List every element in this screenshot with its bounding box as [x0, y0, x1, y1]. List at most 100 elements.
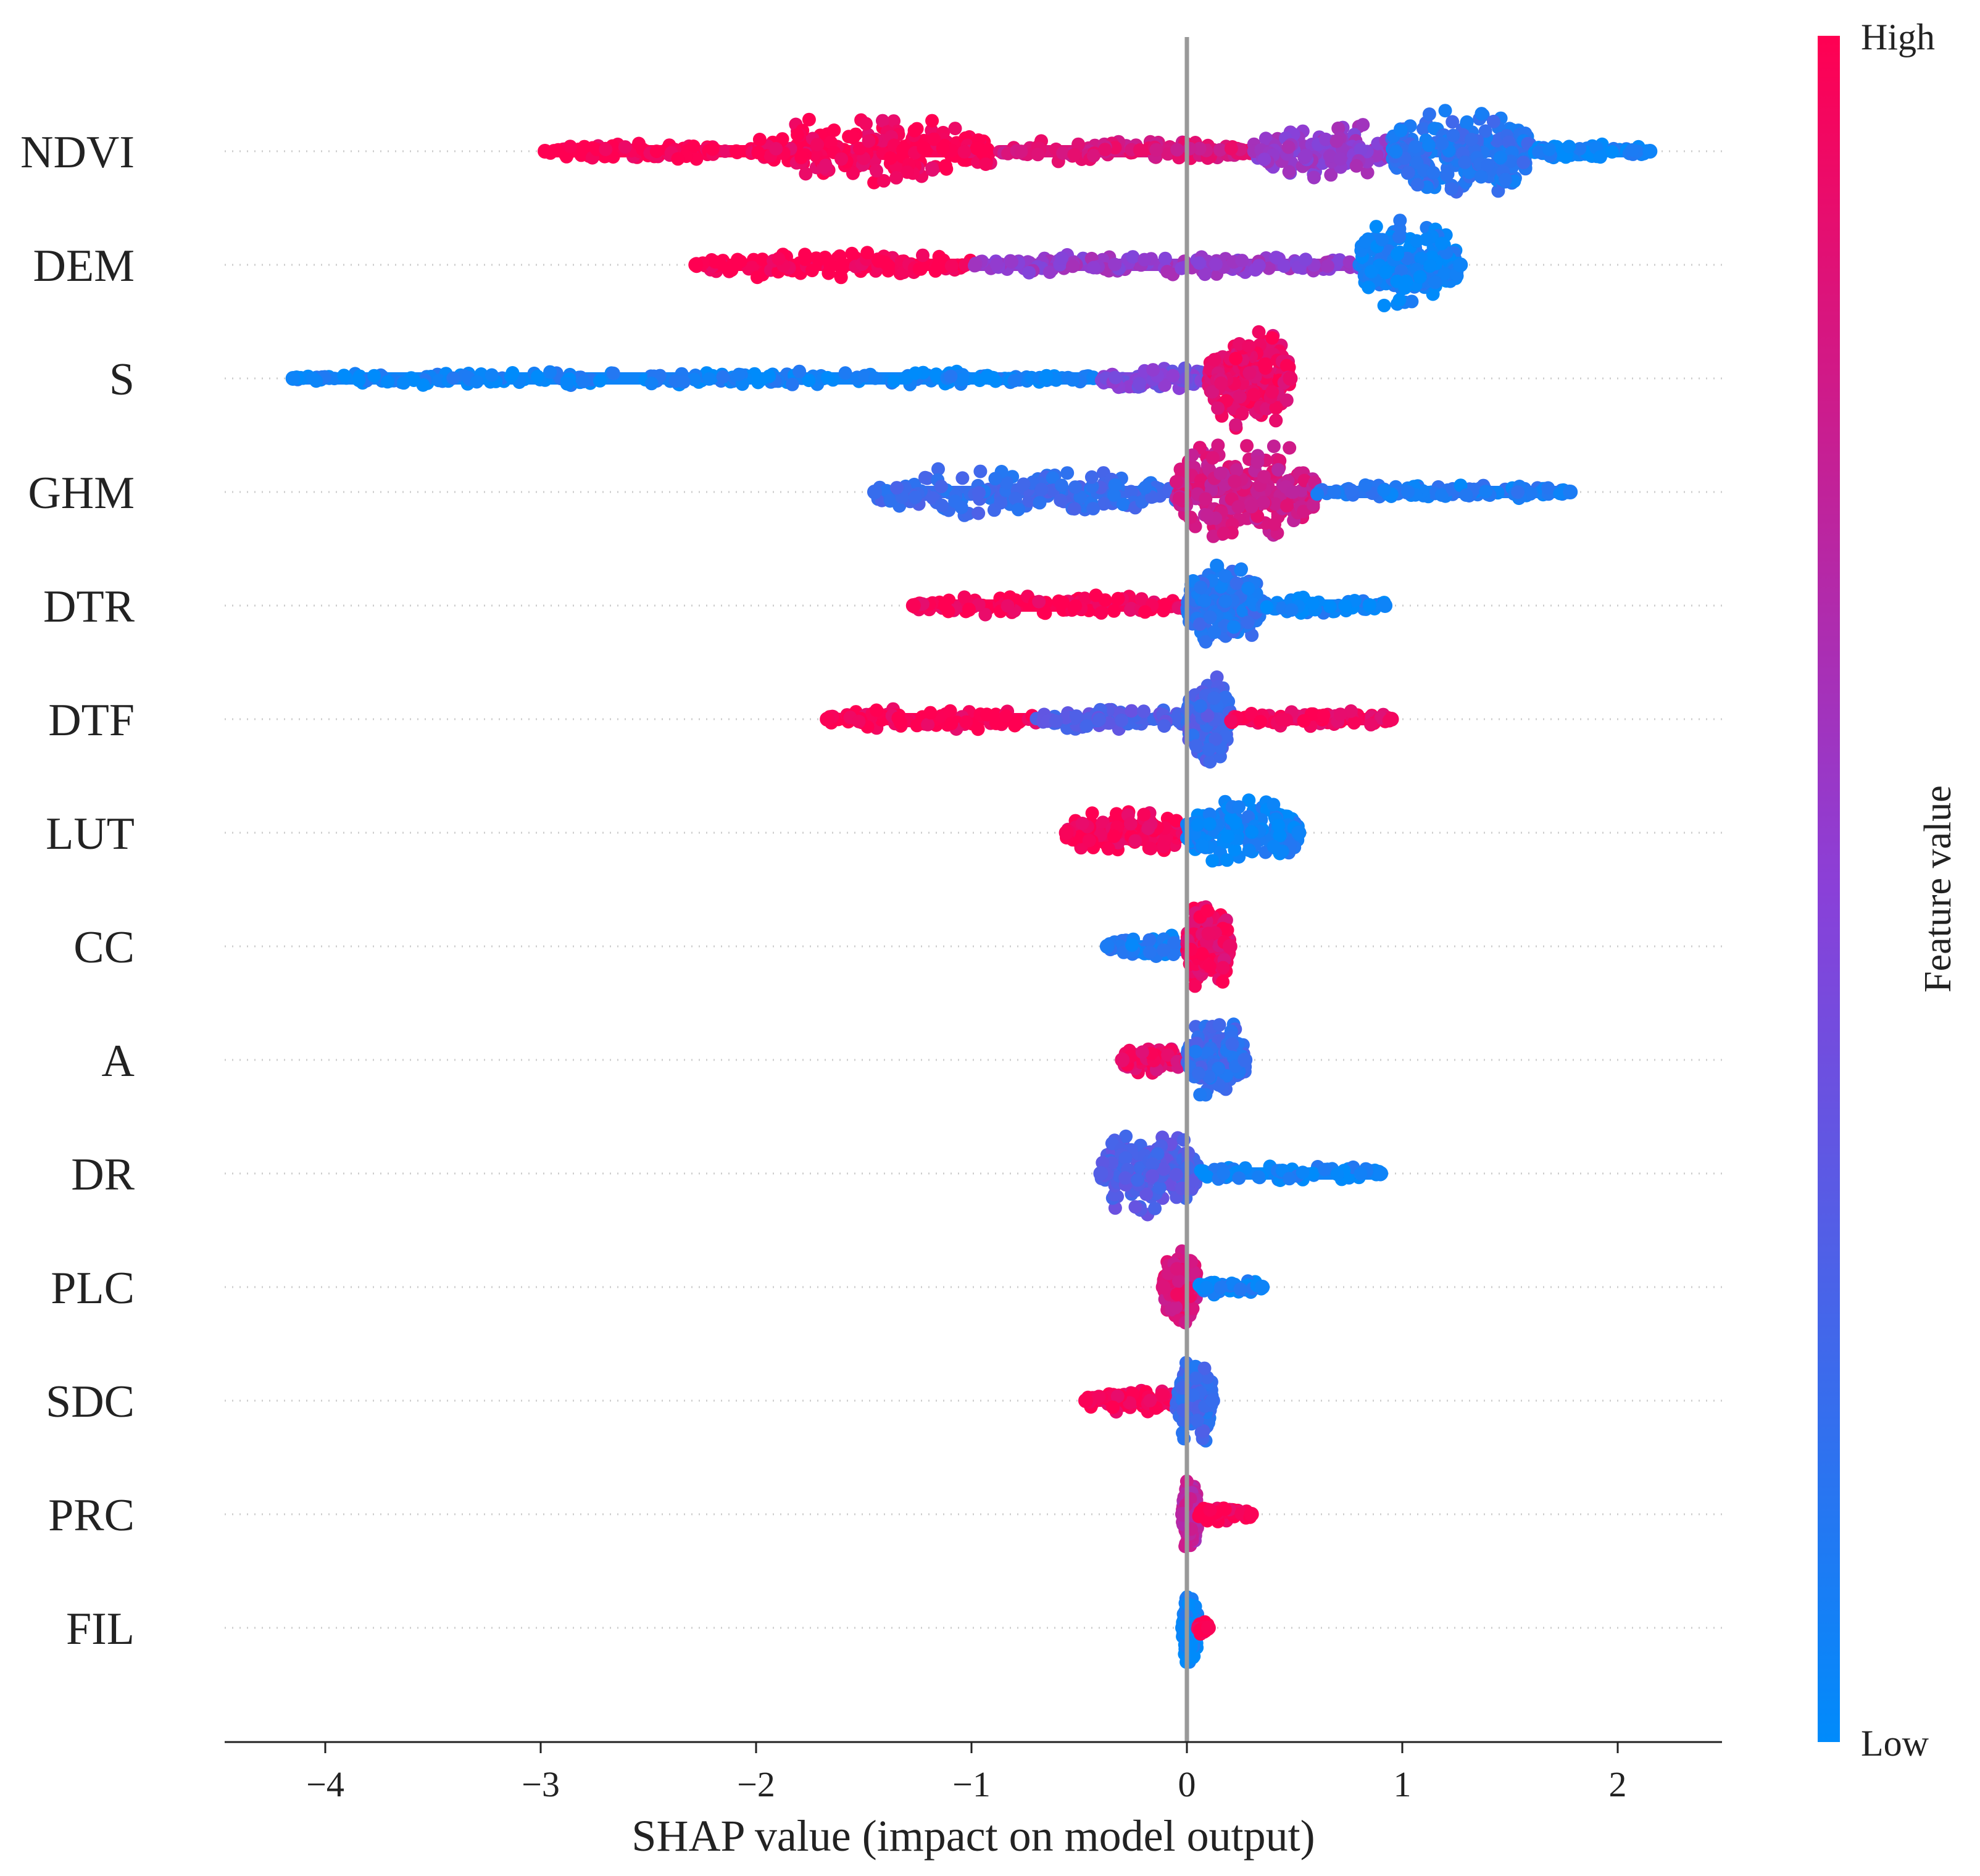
- shap-point: [1082, 833, 1096, 848]
- shap-point: [1435, 136, 1449, 151]
- shap-point: [1437, 267, 1452, 281]
- shap-point: [1245, 825, 1259, 839]
- shap-point: [1423, 259, 1437, 273]
- shap-point: [802, 373, 816, 388]
- shap-point: [1195, 1165, 1209, 1179]
- shap-point: [1049, 714, 1063, 728]
- shap-point: [1228, 474, 1242, 488]
- shap-point: [1118, 1171, 1133, 1185]
- shap-point-min-dr: [1093, 1166, 1109, 1181]
- beeswarm-fil: [1175, 1590, 1216, 1669]
- shap-point: [1281, 140, 1296, 154]
- shap-point: [606, 366, 620, 380]
- shap-point: [1459, 488, 1473, 502]
- shap-point: [916, 248, 930, 262]
- swarm-segment-cc-0: [1101, 928, 1194, 963]
- shap-point: [846, 131, 860, 145]
- beeswarm-cc: [1099, 900, 1238, 993]
- shap-point: [1393, 214, 1407, 228]
- shap-point-min-s: [285, 371, 301, 386]
- shap-point: [1224, 714, 1238, 728]
- shap-point: [994, 496, 1008, 510]
- shap-point: [1206, 451, 1220, 465]
- shap-point: [560, 377, 574, 391]
- shap-point: [1141, 822, 1155, 835]
- shap-point: [881, 259, 896, 273]
- shap-point: [1282, 165, 1296, 179]
- shap-point: [1523, 486, 1537, 501]
- shap-point: [1310, 487, 1325, 501]
- shap-point: [1107, 829, 1121, 843]
- shap-point: [918, 470, 932, 485]
- shap-point: [1200, 508, 1214, 522]
- swarm-segment-ghm-0: [868, 462, 1183, 522]
- shap-point: [1202, 743, 1216, 757]
- shap-point: [1416, 122, 1430, 136]
- shap-point-max-dr: [1373, 1166, 1389, 1181]
- shap-point: [1157, 840, 1171, 854]
- shap-point: [1338, 599, 1352, 612]
- shap-point: [889, 170, 904, 185]
- shap-point: [1138, 480, 1152, 494]
- shap-point: [957, 590, 971, 604]
- shap-point: [999, 709, 1013, 723]
- shap-point: [306, 371, 320, 385]
- shap-point: [1362, 280, 1376, 294]
- shap-point: [716, 370, 730, 384]
- swarm-segment-ndvi-5: [1528, 137, 1654, 165]
- shap-point: [1189, 1371, 1203, 1385]
- shap-point: [1435, 236, 1449, 251]
- shap-point: [1004, 254, 1018, 269]
- shap-point: [1172, 491, 1186, 506]
- shap-point: [1229, 351, 1243, 365]
- shap-point: [1481, 158, 1495, 172]
- shap-point: [1212, 1018, 1226, 1032]
- shap-point: [752, 133, 767, 146]
- shap-point: [1193, 699, 1207, 713]
- shap-point: [1166, 369, 1180, 383]
- shap-point: [1280, 499, 1294, 513]
- shap-point: [1269, 414, 1283, 427]
- shap-point: [1033, 496, 1047, 510]
- shap-point: [883, 493, 897, 507]
- shap-point: [986, 370, 1000, 385]
- shap-point: [1137, 704, 1151, 719]
- shap-point: [1208, 257, 1223, 271]
- shap-point: [1149, 143, 1163, 157]
- shap-point: [973, 464, 988, 478]
- swarm-segment-lut-1: [1180, 793, 1305, 868]
- shap-point: [1054, 478, 1068, 493]
- shap-point: [577, 140, 591, 154]
- shap-point: [1192, 256, 1206, 270]
- shap-point: [1133, 143, 1147, 157]
- shap-point: [1299, 252, 1313, 267]
- shap-point: [1445, 115, 1460, 129]
- shap-point: [1158, 378, 1171, 392]
- shap-point: [1347, 715, 1361, 730]
- shap-point: [1257, 357, 1271, 372]
- shap-point: [1227, 620, 1241, 634]
- shap-point: [1265, 385, 1279, 399]
- shap-point: [979, 157, 993, 171]
- shap-point: [1152, 1181, 1167, 1195]
- shap-point: [1260, 600, 1274, 614]
- shap-point: [1203, 959, 1217, 973]
- shap-point: [1268, 497, 1282, 511]
- shap-point: [1086, 501, 1100, 515]
- shap-point: [1233, 390, 1247, 404]
- shap-point: [1069, 709, 1083, 723]
- shap-point: [1625, 143, 1639, 157]
- shap-point: [836, 257, 850, 271]
- shap-point: [1066, 259, 1079, 273]
- shap-point: [1283, 441, 1297, 455]
- shap-point: [1401, 165, 1415, 180]
- shap-point: [1189, 739, 1203, 753]
- shap-point: [1297, 714, 1311, 728]
- shap-point: [686, 140, 701, 153]
- shap-point: [1213, 143, 1227, 157]
- shap-point: [858, 369, 871, 383]
- shap-point: [1224, 141, 1238, 156]
- shap-point: [1422, 138, 1436, 152]
- shap-point: [688, 372, 702, 386]
- shap-point: [1364, 264, 1378, 278]
